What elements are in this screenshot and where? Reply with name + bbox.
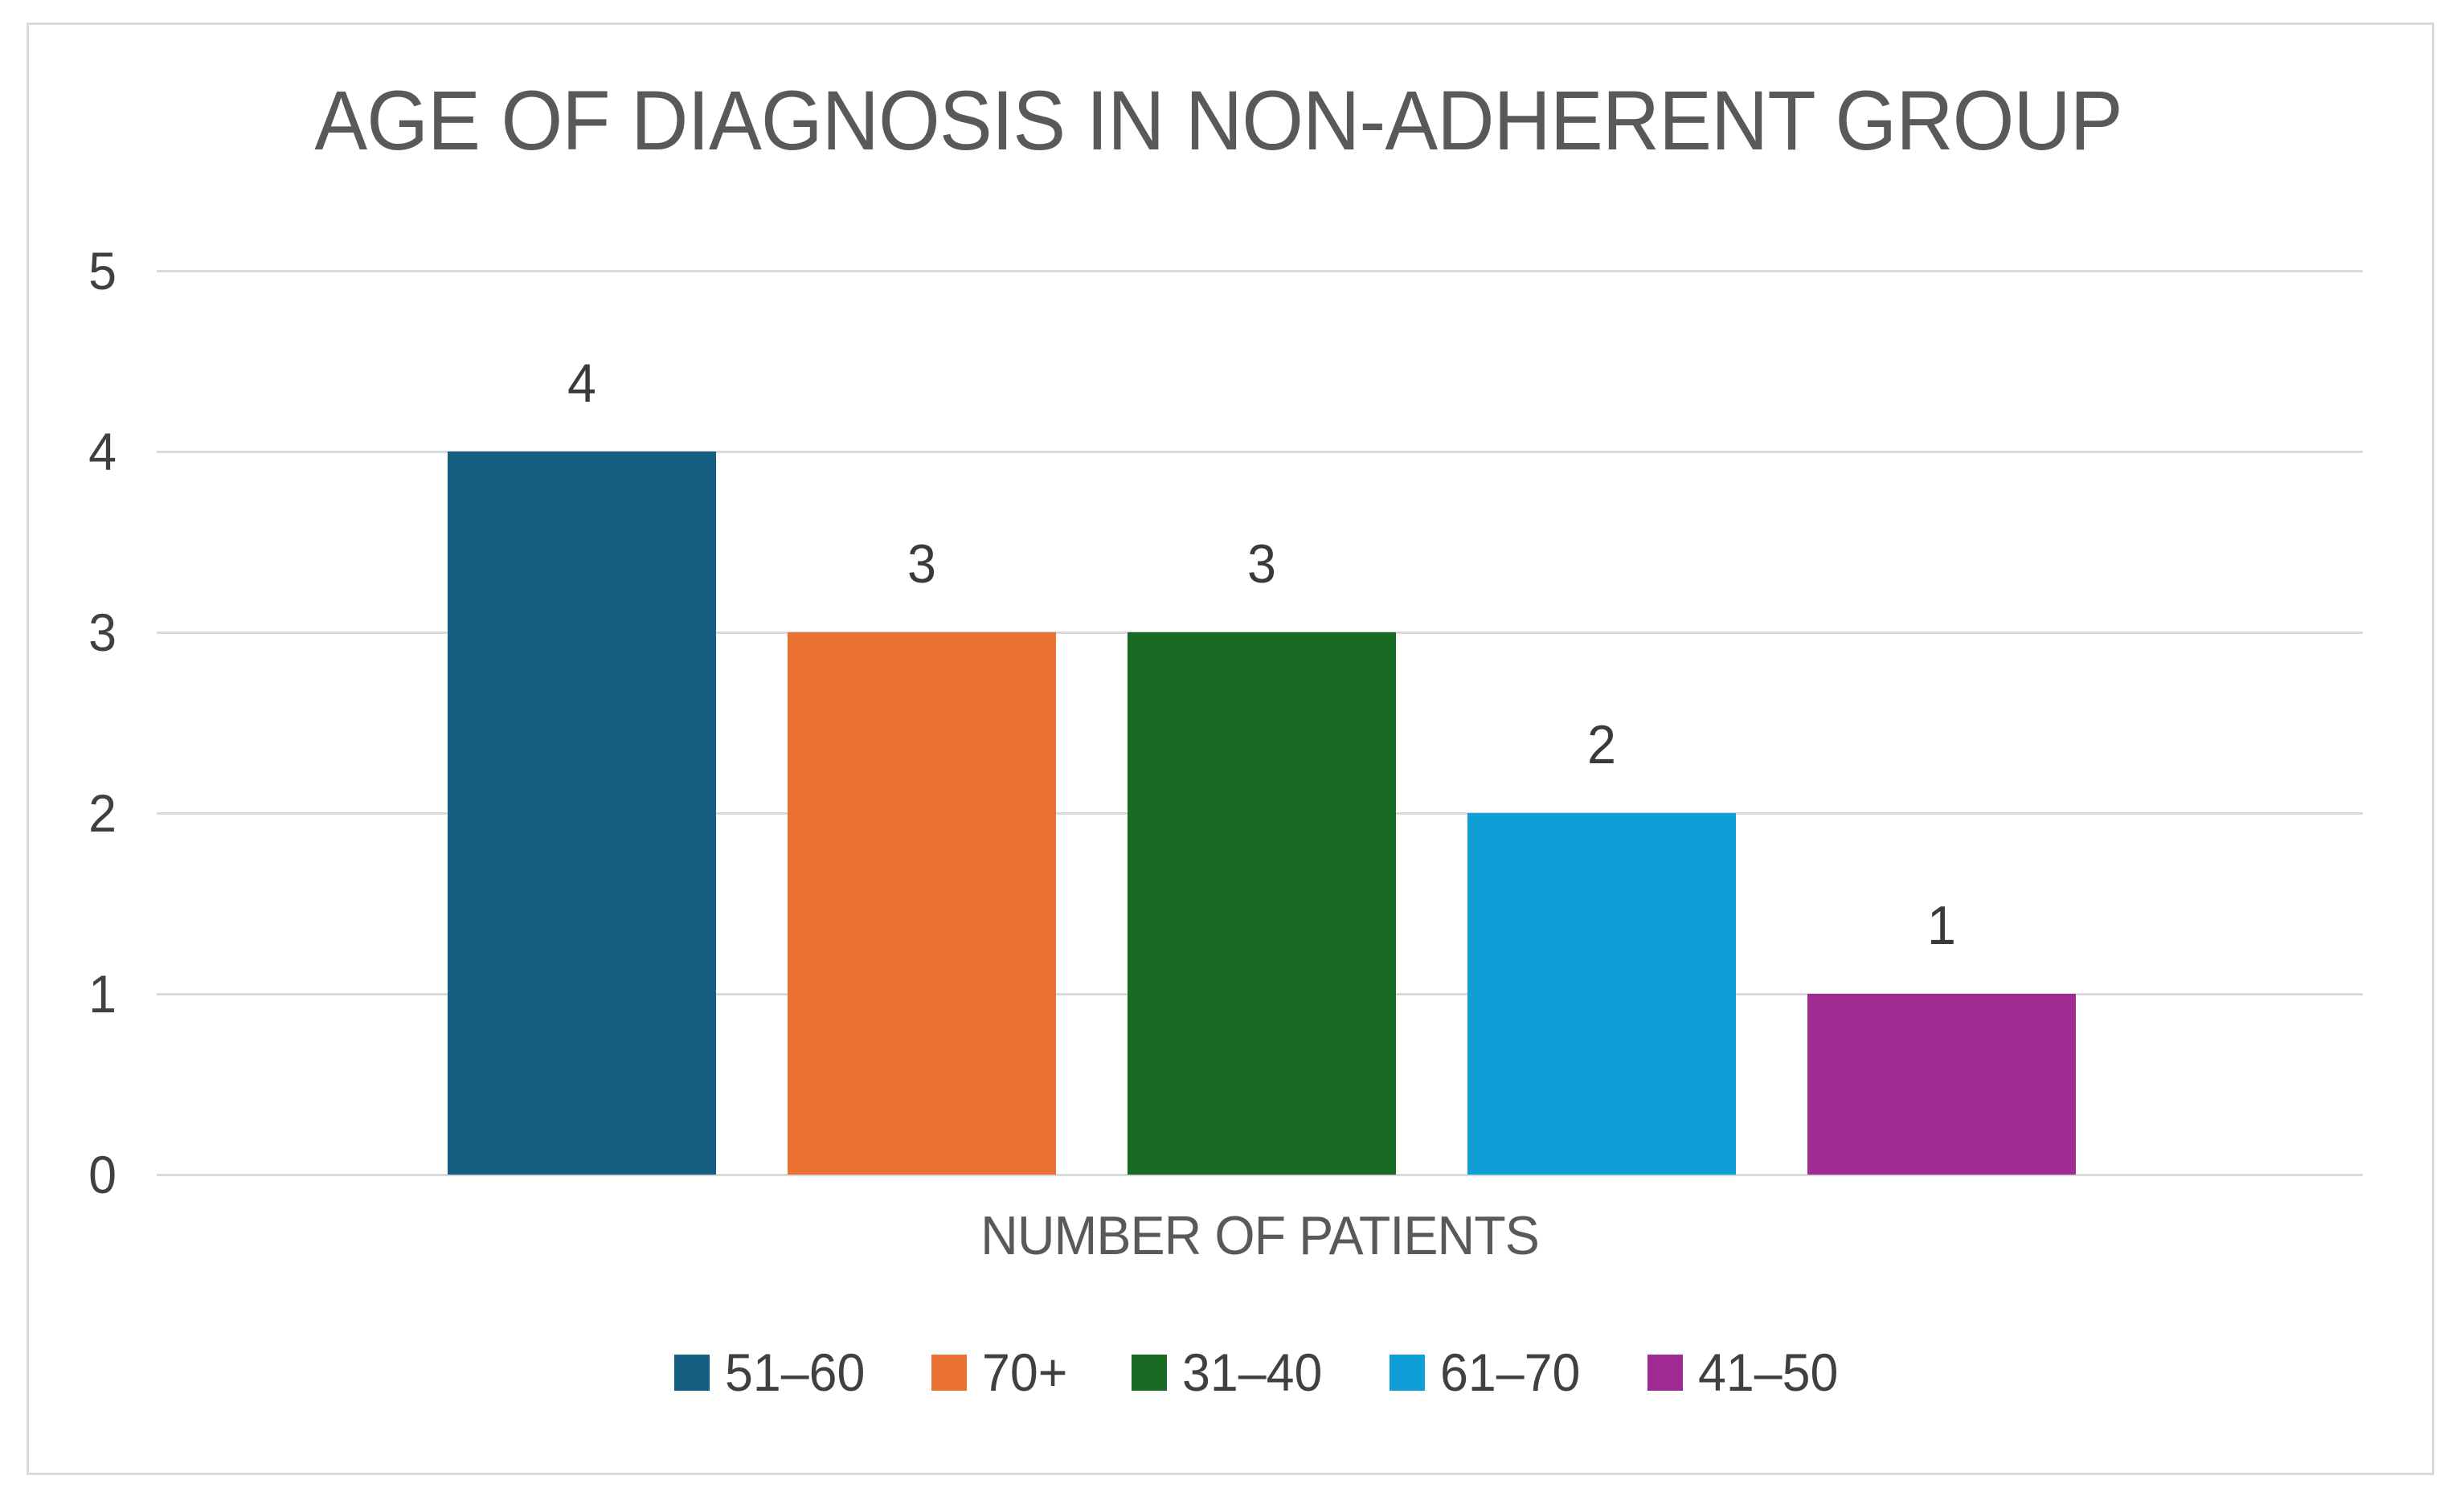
legend-label: 41–50 (1697, 1343, 1838, 1402)
legend-label: 70+ (982, 1343, 1068, 1402)
legend-item: 61–70 (1389, 1340, 1588, 1404)
bar-61–70 (1467, 813, 1736, 1175)
chart-title: AGE OF DIAGNOSIS IN NON-ADHERENT GROUP (314, 74, 2122, 168)
legend-label: 31–40 (1182, 1343, 1323, 1402)
y-axis-tick-label: 4 (88, 422, 117, 481)
bar-70+ (788, 632, 1056, 1175)
legend-label: 51–60 (724, 1343, 866, 1402)
legend-item: 41–50 (1647, 1340, 1846, 1404)
legend-swatch-icon (931, 1354, 968, 1391)
gridline (157, 451, 2363, 453)
gridline (157, 1174, 2363, 1176)
y-axis-tick-label: 0 (88, 1145, 117, 1204)
legend-label: 61–70 (1439, 1343, 1581, 1402)
data-label: 4 (567, 353, 596, 414)
legend-swatch-icon (1132, 1354, 1168, 1391)
data-label: 3 (1247, 533, 1276, 595)
y-axis-tick-label: 3 (88, 603, 117, 662)
legend-swatch-icon (673, 1354, 710, 1391)
y-axis-tick-label: 1 (88, 964, 117, 1024)
y-axis-tick-label: 5 (88, 241, 117, 300)
gridline (157, 270, 2363, 272)
bar-51–60 (448, 452, 716, 1175)
legend: 51–60 70+ 31–40 61–70 41–50 (157, 1340, 2363, 1404)
bar-41–50 (1807, 994, 2076, 1175)
y-axis-tick-label: 2 (88, 783, 117, 843)
data-label: 2 (1587, 714, 1616, 775)
legend-swatch-icon (1389, 1354, 1425, 1391)
data-label: 3 (907, 533, 936, 595)
x-axis-title: NUMBER OF PATIENTS (980, 1205, 1540, 1266)
bar-31–40 (1128, 632, 1396, 1175)
legend-item: 70+ (931, 1340, 1072, 1404)
legend-item: 51–60 (673, 1340, 873, 1404)
legend-swatch-icon (1647, 1354, 1683, 1391)
legend-item: 31–40 (1132, 1340, 1330, 1404)
data-label: 1 (1927, 895, 1956, 956)
